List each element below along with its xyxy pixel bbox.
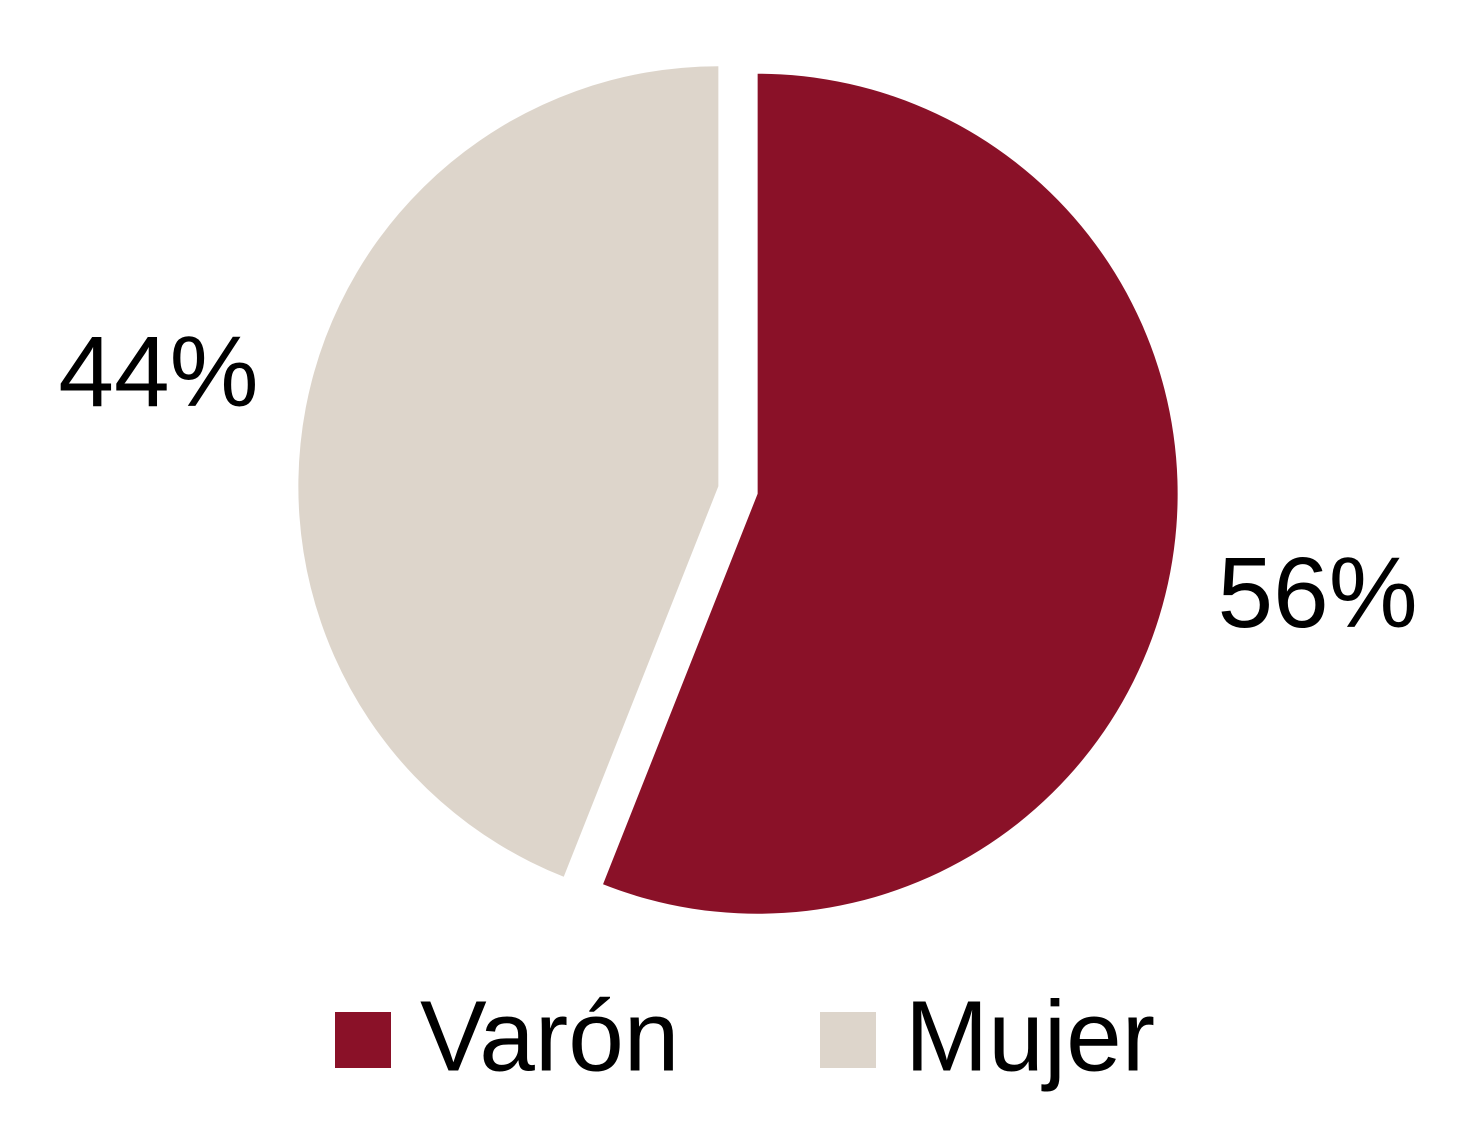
- data-label: 56%: [1217, 537, 1417, 649]
- legend-swatch: [820, 1012, 876, 1068]
- legend-label: Varón: [420, 980, 679, 1092]
- data-label: 44%: [58, 316, 258, 428]
- pie-slice: [603, 73, 1178, 914]
- legend-swatch: [335, 1012, 391, 1068]
- pie-slice: [298, 66, 719, 877]
- legend-label: Mujer: [905, 980, 1155, 1092]
